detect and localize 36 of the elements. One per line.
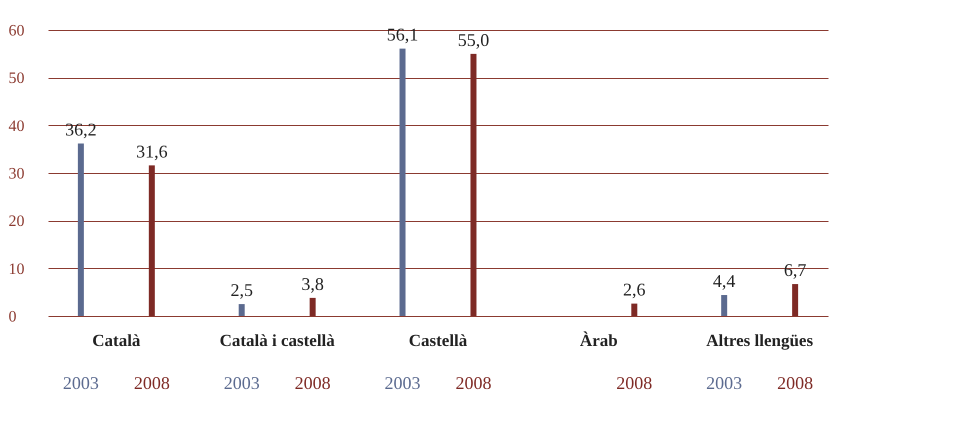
- bar: [310, 298, 316, 316]
- bar: [400, 48, 406, 316]
- x-tick-label: Àrab: [580, 331, 618, 350]
- bar: [470, 54, 476, 316]
- y-tick-label: 60: [8, 22, 24, 40]
- text: 2008: [294, 373, 331, 393]
- text: 2008: [455, 373, 492, 393]
- y-tick-label: 50: [8, 70, 24, 88]
- text: 2003: [384, 373, 421, 393]
- data-label: 4,4: [712, 271, 736, 292]
- bar: [631, 304, 638, 316]
- x-tick-label: Català i castellà: [220, 331, 336, 350]
- x-tick-label: Català: [92, 331, 141, 350]
- bar: [238, 304, 245, 316]
- y-tick-label: 40: [8, 118, 24, 135]
- text: 2003: [224, 373, 260, 393]
- text: 2008: [134, 373, 170, 393]
- data-label: 2,6: [623, 280, 646, 300]
- y-tick-label: 20: [8, 213, 24, 230]
- y-tick-label: 0: [8, 308, 16, 326]
- text: 2008: [777, 373, 814, 393]
- text: 2008: [616, 373, 652, 393]
- bar: [78, 143, 84, 316]
- data-label: 2,5: [230, 280, 253, 300]
- text: 2003: [62, 373, 99, 393]
- data-label: 31,6: [136, 141, 168, 162]
- y-tick-label: 30: [8, 166, 24, 182]
- bar: [721, 295, 728, 316]
- y-tick-label: 10: [8, 260, 24, 278]
- bar: [148, 165, 155, 316]
- data-label: 3,8: [301, 274, 324, 294]
- text: 2003: [706, 373, 742, 393]
- x-tick-label: Altres llengües: [706, 331, 814, 350]
- bar: [792, 284, 798, 316]
- data-label: 55,0: [458, 30, 490, 50]
- x-tick-label: Castellà: [408, 331, 468, 350]
